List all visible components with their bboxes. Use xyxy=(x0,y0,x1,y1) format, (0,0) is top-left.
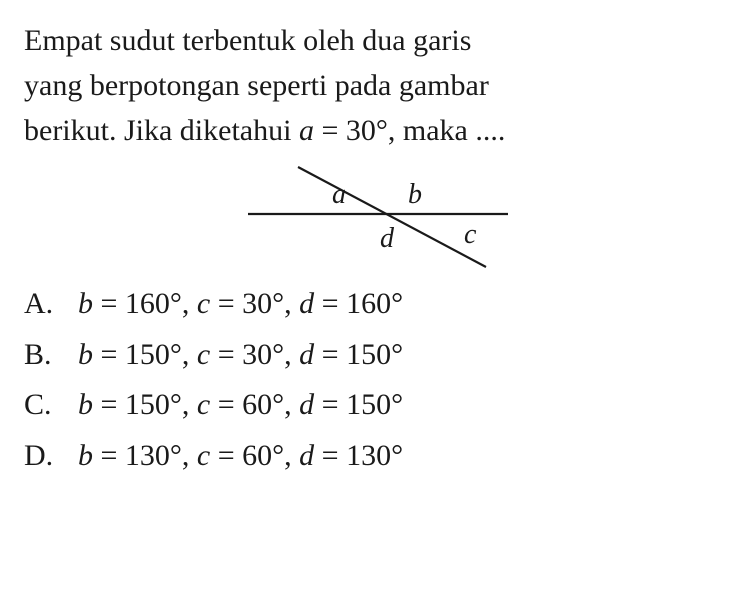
val-c: = 30°, xyxy=(210,338,299,371)
var-b: b xyxy=(78,287,93,320)
question-var-a: a xyxy=(299,114,314,147)
val-b: = 130°, xyxy=(93,439,197,472)
val-d: = 160° xyxy=(314,287,403,320)
question-line3-prefix: berikut. Jika diketahui xyxy=(24,114,299,147)
var-d: d xyxy=(299,287,314,320)
val-d: = 130° xyxy=(314,439,403,472)
option-text-b: b = 150°, c = 30°, d = 150° xyxy=(78,332,731,379)
option-b: B. b = 150°, c = 30°, d = 150° xyxy=(24,332,731,379)
option-text-d: b = 130°, c = 60°, d = 130° xyxy=(78,433,731,480)
var-c: c xyxy=(197,439,210,472)
var-d: d xyxy=(299,338,314,371)
var-d: d xyxy=(299,388,314,421)
var-c: c xyxy=(197,287,210,320)
option-d: D. b = 130°, c = 60°, d = 130° xyxy=(24,433,731,480)
question-block: Empat sudut terbentuk oleh dua garis yan… xyxy=(24,18,731,153)
val-b: = 150°, xyxy=(93,388,197,421)
var-d: d xyxy=(299,439,314,472)
val-c: = 60°, xyxy=(210,388,299,421)
diagram-container: a b c d xyxy=(24,159,731,269)
val-c: = 60°, xyxy=(210,439,299,472)
var-c: c xyxy=(197,338,210,371)
var-c: c xyxy=(197,388,210,421)
question-line1: Empat sudut terbentuk oleh dua garis xyxy=(24,24,471,57)
intersecting-lines-diagram: a b c d xyxy=(238,159,518,269)
question-line2: yang berpotongan seperti pada gambar xyxy=(24,69,489,102)
angle-label-d: d xyxy=(380,223,395,254)
var-b: b xyxy=(78,338,93,371)
option-label-d: D. xyxy=(24,433,78,480)
option-text-c: b = 150°, c = 60°, d = 150° xyxy=(78,382,731,429)
val-b: = 160°, xyxy=(93,287,197,320)
val-d: = 150° xyxy=(314,338,403,371)
val-d: = 150° xyxy=(314,388,403,421)
option-label-c: C. xyxy=(24,382,78,429)
val-c: = 30°, xyxy=(210,287,299,320)
angle-label-b: b xyxy=(408,179,422,210)
option-c: C. b = 150°, c = 60°, d = 150° xyxy=(24,382,731,429)
diagram-svg: a b c d xyxy=(238,159,518,269)
option-text-a: b = 160°, c = 30°, d = 160° xyxy=(78,281,731,328)
options-list: A. b = 160°, c = 30°, d = 160° B. b = 15… xyxy=(24,281,731,479)
option-label-b: B. xyxy=(24,332,78,379)
option-label-a: A. xyxy=(24,281,78,328)
angle-label-a: a xyxy=(332,179,346,210)
val-b: = 150°, xyxy=(93,338,197,371)
option-a: A. b = 160°, c = 30°, d = 160° xyxy=(24,281,731,328)
question-line3-eq: = 30°, maka .... xyxy=(314,114,505,147)
var-b: b xyxy=(78,439,93,472)
angle-label-c: c xyxy=(464,219,477,250)
var-b: b xyxy=(78,388,93,421)
